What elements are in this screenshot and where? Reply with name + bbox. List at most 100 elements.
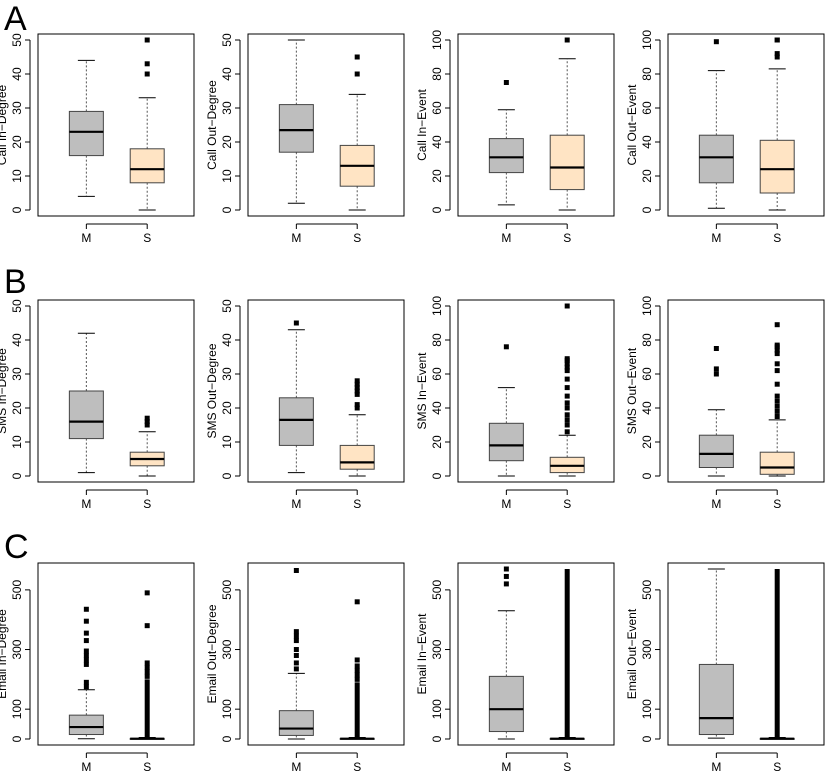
box-group-m xyxy=(488,344,524,477)
outlier-point xyxy=(564,417,570,423)
x-tick-label-s: S xyxy=(773,760,781,773)
y-axis-label: Email Out−Event xyxy=(625,608,639,699)
outlier-point xyxy=(564,361,570,367)
outlier-point xyxy=(564,405,570,411)
x-tick-label-s: S xyxy=(143,231,151,245)
outlier-point xyxy=(293,638,299,644)
y-tick-label: 10 xyxy=(10,169,24,183)
outlier-point xyxy=(144,415,150,421)
outlier-point xyxy=(564,429,570,435)
outlier-point xyxy=(774,347,780,353)
outlier-point xyxy=(774,51,780,57)
y-tick-label: 50 xyxy=(10,299,24,313)
y-tick-label: 500 xyxy=(10,580,24,600)
outlier-point xyxy=(713,39,719,45)
outlier-point xyxy=(564,356,570,362)
outlier-point xyxy=(354,667,360,673)
plot-frame xyxy=(667,299,825,483)
outlier-point xyxy=(83,652,89,658)
outlier-point xyxy=(354,378,360,384)
y-tick-label: 0 xyxy=(10,735,24,742)
y-tick-label: 100 xyxy=(220,699,234,719)
outlier-point xyxy=(564,393,570,399)
box-group-m xyxy=(698,346,734,477)
outlier-point xyxy=(564,368,570,374)
y-tick-label: 60 xyxy=(430,367,444,381)
outlier-point xyxy=(293,652,299,658)
outlier-point xyxy=(354,381,360,387)
box-group-s xyxy=(549,37,585,211)
outlier-point xyxy=(83,630,89,636)
x-tick-label-m: M xyxy=(81,497,91,511)
y-axis-label: Call In−Degree xyxy=(0,84,9,165)
x-tick-label-m: M xyxy=(291,497,301,511)
row-letter-a: A xyxy=(4,0,27,38)
box-s xyxy=(129,148,165,184)
outlier-point xyxy=(354,663,360,669)
outlier-point xyxy=(774,37,780,43)
x-tick-label-s: S xyxy=(353,231,361,245)
outlier-point xyxy=(144,419,150,425)
outlier-point xyxy=(564,37,570,43)
box-s xyxy=(759,451,795,475)
plot-frame xyxy=(37,33,195,217)
outlier-point xyxy=(144,37,150,43)
outlier-point xyxy=(774,393,780,399)
y-tick-label: 80 xyxy=(430,67,444,81)
outlier-point xyxy=(354,388,360,394)
y-tick-label: 80 xyxy=(640,333,654,347)
outlier-point xyxy=(774,368,780,374)
box-m xyxy=(68,390,104,440)
plot-frame xyxy=(37,562,195,746)
box-m xyxy=(278,397,314,446)
outlier-point xyxy=(83,684,89,690)
outlier-point xyxy=(774,342,780,348)
box-group-s xyxy=(339,378,375,477)
box-s xyxy=(549,134,585,191)
y-tick-label: 20 xyxy=(640,435,654,449)
outlier-band xyxy=(774,569,780,738)
x-tick-label-s: S xyxy=(563,497,571,511)
outlier-point xyxy=(293,320,299,326)
y-axis-label: Call Out−Degree xyxy=(205,80,219,170)
outlier-point xyxy=(293,666,299,672)
y-tick-label: 20 xyxy=(430,169,444,183)
y-tick-label: 30 xyxy=(10,367,24,381)
outlier-point xyxy=(503,344,509,350)
y-axis-label: SMS In−Degree xyxy=(0,348,9,434)
y-tick-label: 50 xyxy=(220,299,234,313)
box-group-m xyxy=(488,80,524,206)
y-tick-label: 100 xyxy=(430,30,444,50)
y-tick-label: 50 xyxy=(220,33,234,47)
y-axis-label: SMS In−Event xyxy=(415,352,429,430)
boxplot-panel-6: 0 10 20 30 40 50 SMS Out−Degree M S xyxy=(205,299,405,511)
y-tick-label: 0 xyxy=(220,472,234,479)
y-tick-label: 50 xyxy=(10,33,24,47)
x-tick-label-m: M xyxy=(501,497,511,511)
x-tick-label-m: M xyxy=(711,231,721,245)
outlier-point xyxy=(564,303,570,309)
box-group-m xyxy=(278,320,314,474)
outlier-point xyxy=(293,629,299,635)
x-tick-label-m: M xyxy=(81,231,91,245)
box-group-s xyxy=(129,37,165,211)
y-tick-label: 10 xyxy=(10,435,24,449)
y-tick-label: 40 xyxy=(430,135,444,149)
outlier-point xyxy=(144,664,150,670)
y-tick-label: 40 xyxy=(430,401,444,415)
y-axis-label: Email In−Event xyxy=(415,613,429,695)
outlier-point xyxy=(354,405,360,411)
outlier-point xyxy=(503,566,509,572)
y-tick-label: 20 xyxy=(430,435,444,449)
y-tick-label: 0 xyxy=(640,472,654,479)
box-group-s xyxy=(129,415,165,477)
y-tick-label: 30 xyxy=(220,101,234,115)
outlier-point xyxy=(774,398,780,404)
outlier-point xyxy=(564,364,570,370)
box-group-s xyxy=(759,37,795,211)
outlier-point xyxy=(354,71,360,77)
outlier-band xyxy=(144,679,150,738)
